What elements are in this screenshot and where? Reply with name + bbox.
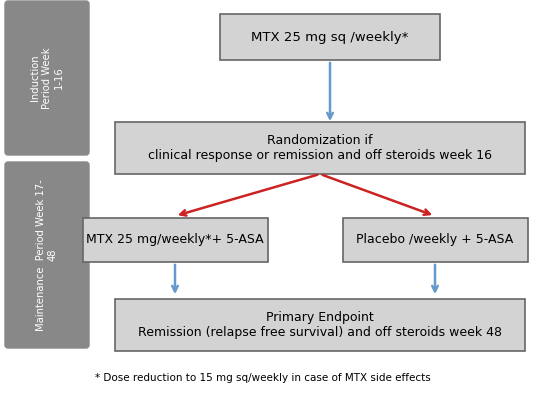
Text: MTX 25 mg sq /weekly*: MTX 25 mg sq /weekly*	[251, 30, 409, 43]
Text: MTX 25 mg/weekly*+ 5-ASA: MTX 25 mg/weekly*+ 5-ASA	[86, 233, 264, 246]
FancyBboxPatch shape	[5, 162, 89, 348]
FancyBboxPatch shape	[343, 218, 527, 262]
Text: * Dose reduction to 15 mg sq/weekly in case of MTX side effects: * Dose reduction to 15 mg sq/weekly in c…	[95, 373, 431, 383]
Text: Primary Endpoint
Remission (relapse free survival) and off steroids week 48: Primary Endpoint Remission (relapse free…	[138, 311, 502, 339]
Text: Maintenance  Period Week 17-
48: Maintenance Period Week 17- 48	[36, 179, 58, 331]
FancyBboxPatch shape	[115, 299, 525, 351]
FancyBboxPatch shape	[220, 14, 440, 60]
FancyBboxPatch shape	[115, 122, 525, 174]
FancyBboxPatch shape	[83, 218, 267, 262]
Text: Randomization if
clinical response or remission and off steroids week 16: Randomization if clinical response or re…	[148, 134, 492, 162]
Text: Placebo /weekly + 5-ASA: Placebo /weekly + 5-ASA	[356, 233, 514, 246]
FancyBboxPatch shape	[5, 1, 89, 155]
Text: Induction
Period Week
1-16: Induction Period Week 1-16	[30, 47, 63, 109]
